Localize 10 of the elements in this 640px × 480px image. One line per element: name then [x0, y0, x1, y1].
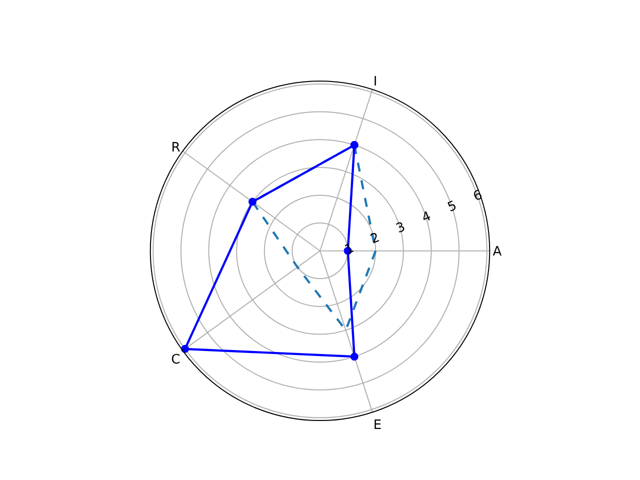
- spoke-label: R: [171, 140, 180, 156]
- spoke-label: E: [373, 418, 382, 433]
- y-tick-label: 4: [420, 209, 434, 226]
- y-tick-label: 1: [342, 240, 356, 258]
- y-tick-label: 3: [394, 220, 408, 237]
- spoke-label: I: [373, 74, 378, 90]
- y-tick-label: 2: [368, 230, 382, 248]
- spoke-label: A: [492, 244, 502, 260]
- spoke-label: C: [171, 352, 180, 368]
- y-tick-label: 5: [446, 198, 459, 216]
